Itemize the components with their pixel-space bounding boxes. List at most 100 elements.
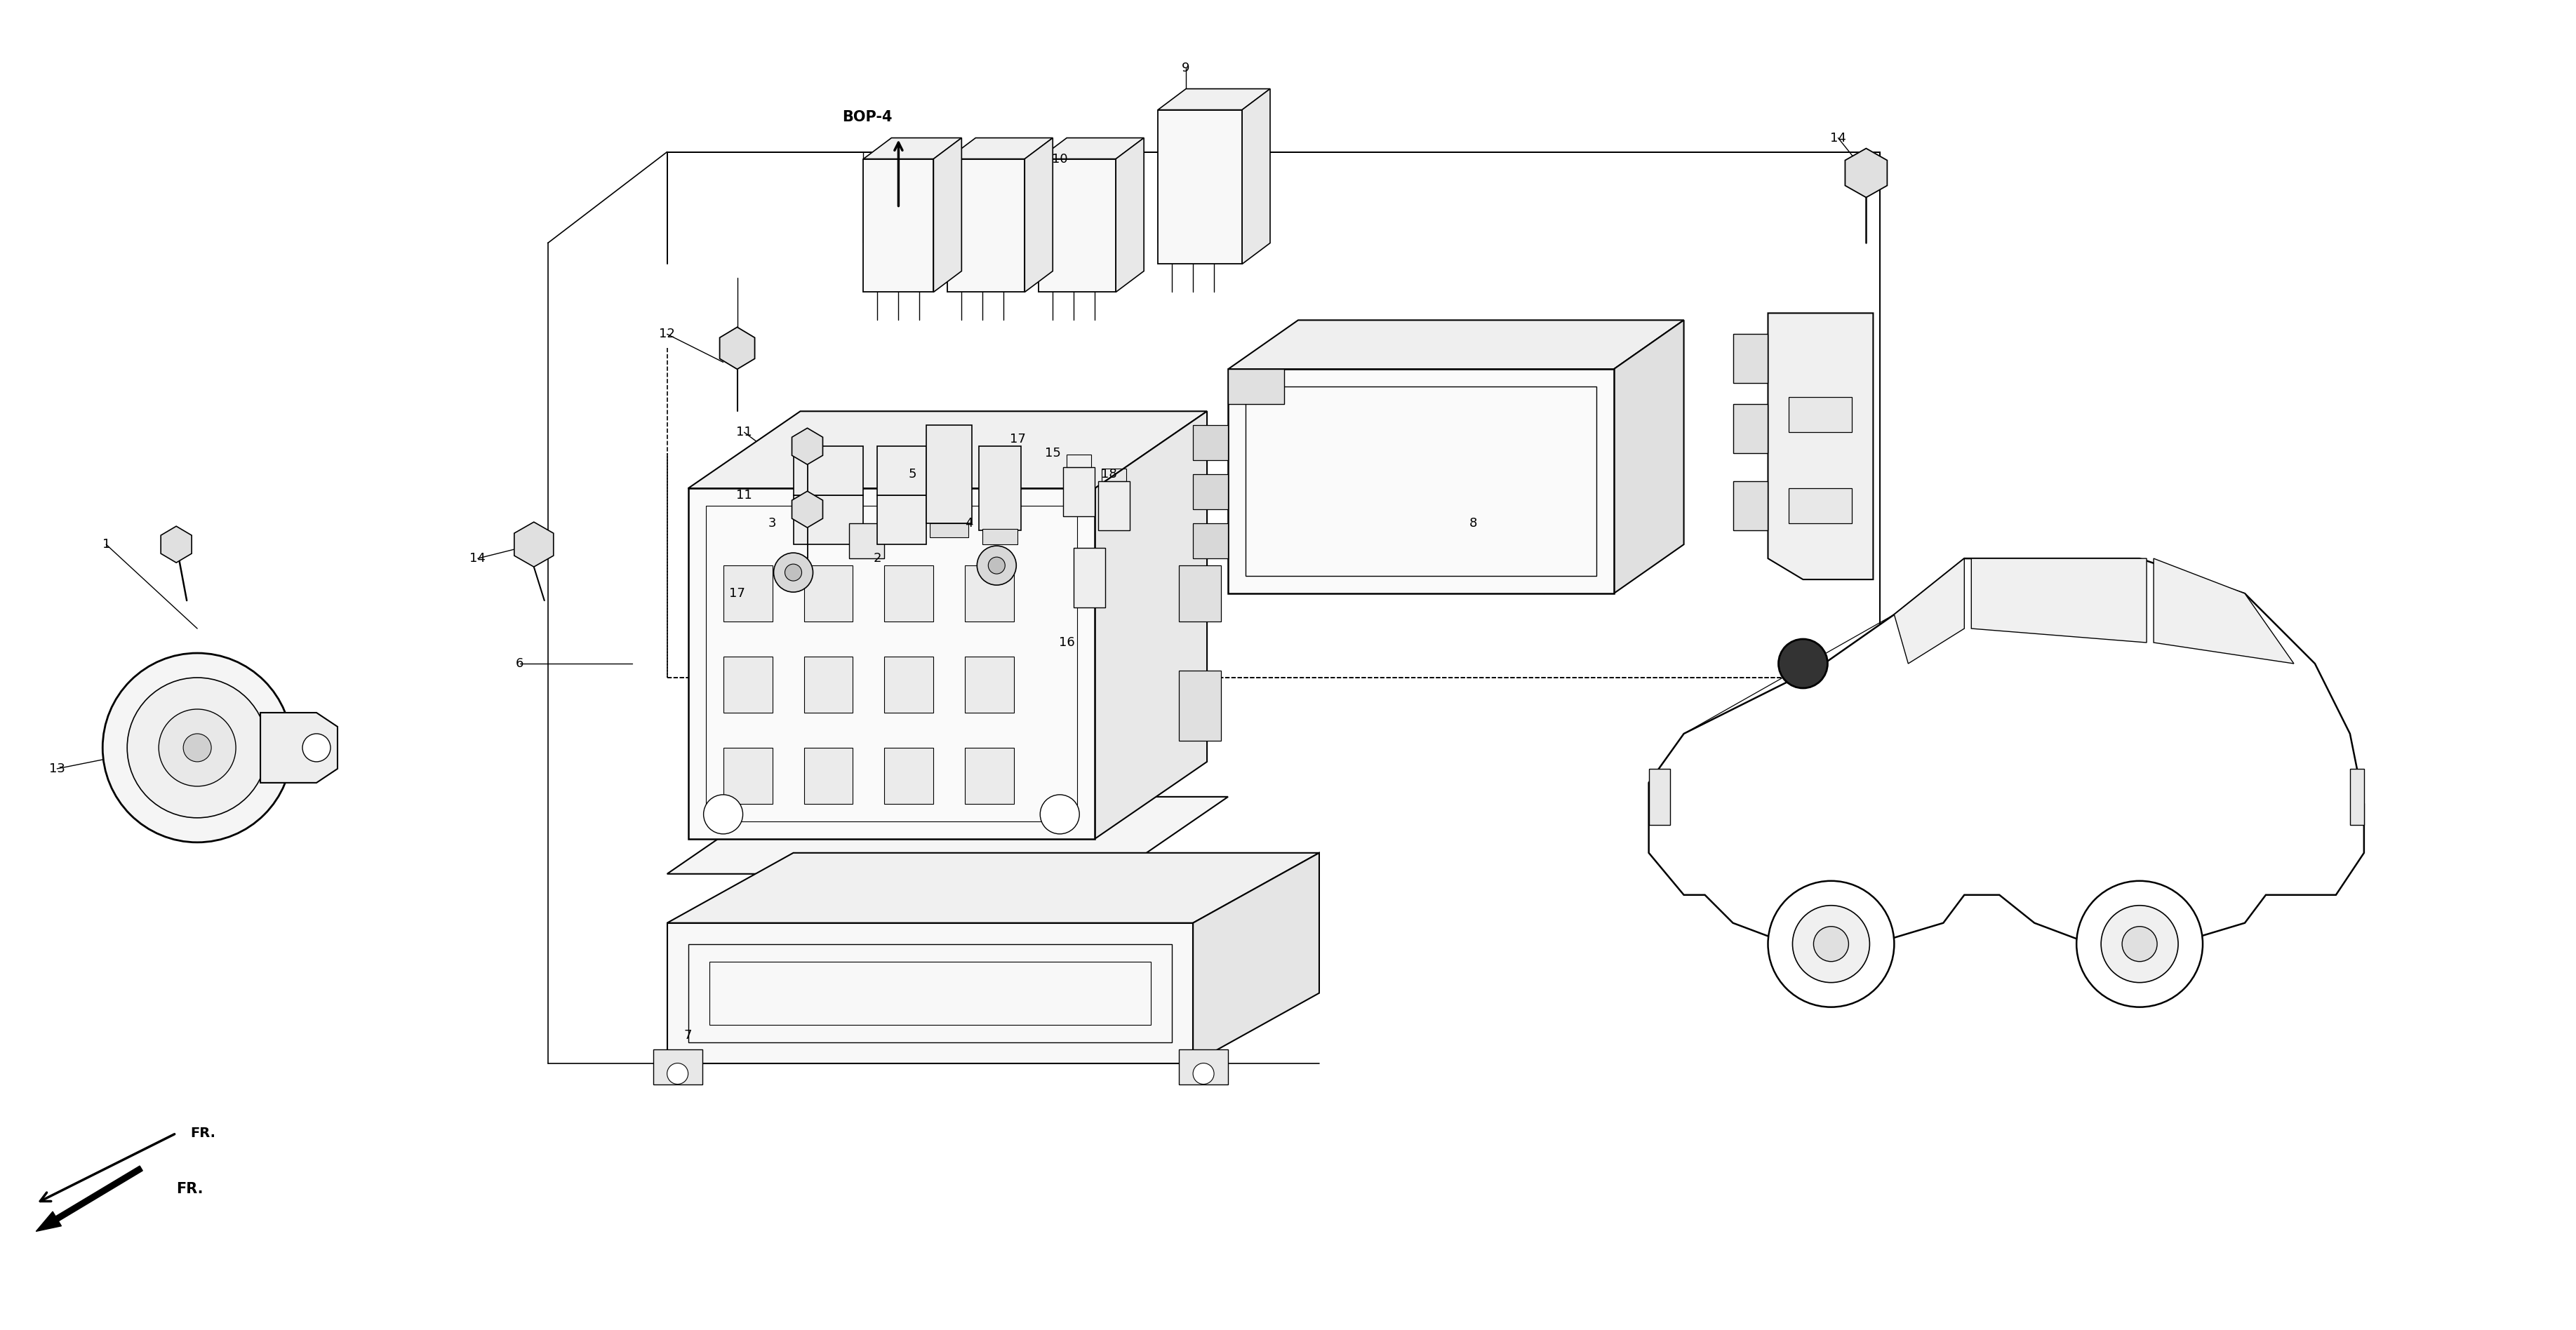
Polygon shape bbox=[160, 527, 191, 563]
Polygon shape bbox=[933, 138, 961, 293]
Polygon shape bbox=[1193, 853, 1319, 1063]
Circle shape bbox=[1777, 638, 1826, 688]
Text: 15: 15 bbox=[1046, 447, 1061, 460]
Circle shape bbox=[1793, 906, 1870, 983]
Text: 1: 1 bbox=[103, 539, 111, 551]
Bar bbox=[1734, 481, 1767, 531]
Bar bbox=[966, 565, 1015, 621]
Text: 10: 10 bbox=[1051, 153, 1066, 165]
Bar bbox=[966, 747, 1015, 803]
Bar bbox=[667, 923, 1193, 1063]
Polygon shape bbox=[1613, 321, 1685, 593]
Bar bbox=[966, 657, 1015, 713]
Bar bbox=[1734, 334, 1767, 383]
Circle shape bbox=[1193, 1063, 1213, 1084]
Bar bbox=[1064, 467, 1095, 516]
Bar bbox=[654, 1049, 703, 1084]
Bar bbox=[1103, 468, 1126, 481]
Bar bbox=[1734, 404, 1767, 454]
Bar bbox=[1229, 370, 1613, 593]
Text: BOP-4: BOP-4 bbox=[842, 110, 891, 124]
Bar bbox=[1074, 548, 1105, 608]
Bar bbox=[1649, 769, 1669, 825]
Bar bbox=[1788, 488, 1852, 524]
Circle shape bbox=[160, 709, 237, 786]
Polygon shape bbox=[1115, 138, 1144, 293]
Bar bbox=[1066, 455, 1092, 467]
Bar bbox=[793, 447, 863, 495]
Text: 13: 13 bbox=[49, 762, 64, 775]
Bar bbox=[927, 426, 971, 524]
Circle shape bbox=[703, 795, 742, 834]
Text: 12: 12 bbox=[659, 327, 675, 340]
Bar bbox=[1193, 524, 1229, 559]
Circle shape bbox=[2102, 906, 2179, 983]
Polygon shape bbox=[1844, 149, 1888, 197]
Polygon shape bbox=[1095, 411, 1208, 839]
Bar bbox=[1180, 670, 1221, 741]
Circle shape bbox=[1041, 795, 1079, 834]
Text: 9: 9 bbox=[1182, 61, 1190, 74]
Text: 2: 2 bbox=[873, 552, 881, 565]
Polygon shape bbox=[260, 713, 337, 783]
Bar bbox=[981, 529, 1018, 544]
Bar bbox=[804, 747, 853, 803]
Text: 3: 3 bbox=[768, 517, 775, 529]
Bar bbox=[804, 565, 853, 621]
Circle shape bbox=[786, 564, 801, 581]
Polygon shape bbox=[1767, 313, 1873, 580]
Text: 5: 5 bbox=[909, 468, 917, 480]
Polygon shape bbox=[515, 521, 554, 567]
Polygon shape bbox=[1893, 559, 1965, 664]
Polygon shape bbox=[667, 853, 1319, 923]
Bar bbox=[688, 488, 1095, 839]
Circle shape bbox=[989, 557, 1005, 573]
Bar bbox=[1180, 1049, 1229, 1084]
Polygon shape bbox=[667, 797, 1229, 874]
Circle shape bbox=[773, 553, 814, 592]
Bar bbox=[1159, 110, 1242, 265]
Polygon shape bbox=[1038, 138, 1144, 158]
Text: 18: 18 bbox=[1100, 468, 1118, 480]
Text: FR.: FR. bbox=[175, 1182, 204, 1197]
Text: 17: 17 bbox=[1010, 434, 1025, 446]
Bar bbox=[1193, 426, 1229, 460]
Circle shape bbox=[1814, 927, 1850, 962]
Bar bbox=[724, 565, 773, 621]
Text: 11: 11 bbox=[737, 489, 752, 501]
Bar bbox=[793, 495, 863, 544]
Polygon shape bbox=[1159, 89, 1270, 110]
Circle shape bbox=[1767, 880, 1893, 1007]
Polygon shape bbox=[791, 428, 822, 464]
Text: 11: 11 bbox=[737, 426, 752, 439]
Bar bbox=[1180, 565, 1221, 621]
Circle shape bbox=[183, 734, 211, 762]
Bar bbox=[863, 158, 933, 293]
Bar bbox=[948, 158, 1025, 293]
Bar bbox=[688, 944, 1172, 1043]
Circle shape bbox=[976, 545, 1018, 585]
Bar bbox=[1193, 475, 1229, 509]
Bar bbox=[979, 447, 1020, 531]
Bar bbox=[878, 447, 927, 495]
Text: 6: 6 bbox=[515, 657, 523, 670]
Polygon shape bbox=[791, 491, 822, 528]
Bar bbox=[1788, 398, 1852, 432]
Circle shape bbox=[2123, 927, 2156, 962]
Polygon shape bbox=[719, 327, 755, 370]
Polygon shape bbox=[1229, 370, 1285, 404]
Circle shape bbox=[2076, 880, 2202, 1007]
Bar bbox=[2349, 769, 2365, 825]
Bar bbox=[724, 657, 773, 713]
Text: 7: 7 bbox=[685, 1029, 693, 1041]
Bar bbox=[884, 747, 933, 803]
Text: 14: 14 bbox=[469, 552, 487, 565]
Circle shape bbox=[301, 734, 330, 762]
Polygon shape bbox=[1229, 321, 1685, 370]
Bar bbox=[1038, 158, 1115, 293]
Polygon shape bbox=[948, 138, 1054, 158]
Polygon shape bbox=[688, 411, 1208, 488]
Bar bbox=[804, 657, 853, 713]
Polygon shape bbox=[1649, 559, 2365, 944]
Circle shape bbox=[667, 1063, 688, 1084]
